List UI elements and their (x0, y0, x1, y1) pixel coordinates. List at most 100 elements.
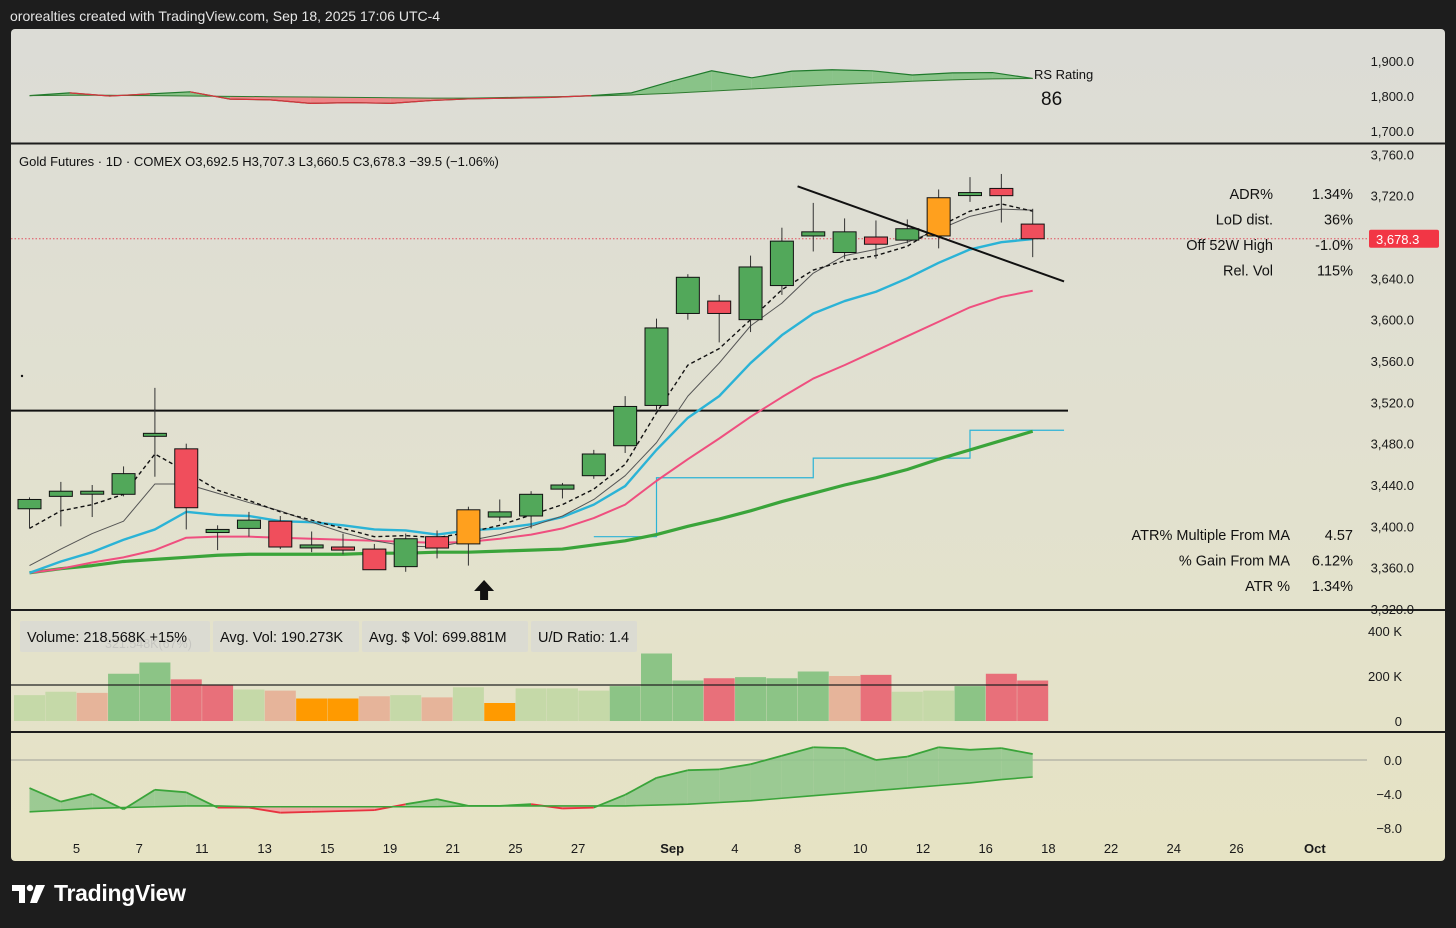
volume-bar (45, 691, 77, 721)
rs-line-below-segment (310, 102, 351, 104)
oscillator-line-segment (123, 788, 156, 811)
rs-fill-segment (390, 97, 431, 104)
ud-ratio-legend: U/D Ratio: 1.4 (538, 630, 629, 646)
candle-body (769, 240, 794, 287)
last-price-tag-text: 3,678.3 (1376, 232, 1419, 247)
price-axis-tick: 3,760.0 (1371, 147, 1414, 162)
last-price-tag (1369, 229, 1439, 248)
candle (895, 219, 920, 244)
oscillator-line-segment (781, 746, 814, 757)
volume-bar (546, 688, 578, 721)
oscillator-fill-segment (781, 747, 814, 799)
rs-line-below-segment (511, 96, 552, 99)
oscillator-line-segment (91, 793, 124, 811)
oscillator-line-segment (29, 787, 62, 803)
candle (456, 506, 481, 566)
time-axis-label: 18 (1041, 841, 1055, 856)
oscillator-fill-segment (719, 764, 751, 803)
candle-body (111, 473, 136, 495)
volume-bar (170, 679, 202, 721)
rs-line-below-segment (430, 98, 471, 102)
volume-axis-tick: 200 K (1368, 669, 1402, 684)
volume-bar (264, 690, 296, 721)
time-axis-label: 26 (1229, 841, 1243, 856)
oscillator-line-segment (813, 746, 845, 749)
time-axis-label: 4 (731, 841, 738, 856)
candle (174, 443, 199, 530)
rs-rating-label: RS Rating (1034, 67, 1093, 82)
oscillator-line-segment (938, 746, 971, 751)
rs-line-below-segment (189, 91, 231, 100)
stat-value: 1.34% (1312, 579, 1353, 595)
chart-frame[interactable]: RS Rating 86 1,900.0 1,800.0 1,700.0 Gold Fut… (11, 29, 1445, 861)
rs-fill-segment (310, 97, 351, 104)
volume-bar (76, 692, 108, 721)
rs-line-below-segment (551, 95, 592, 98)
volume-bar (233, 689, 265, 721)
time-axis-label: 19 (383, 841, 397, 856)
candle (832, 218, 857, 259)
volume-bar (891, 691, 923, 721)
avg-volume-legend: Avg. Vol: 190.273K (220, 630, 343, 646)
candle-body (205, 528, 230, 534)
candle-body (174, 448, 199, 509)
candle-body (675, 276, 700, 314)
volume-bar (515, 688, 547, 721)
rs-line-below-segment (350, 102, 391, 104)
ud-ratio-legend-box (531, 621, 637, 652)
candle-body (80, 490, 105, 495)
volume-bar (452, 687, 484, 721)
chart-svg[interactable]: RS Rating 86 1,900.0 1,800.0 1,700.0 Gold Fut… (11, 29, 1445, 861)
oscillator-line-segment (405, 798, 438, 806)
candle-body (832, 231, 857, 253)
candle (487, 499, 512, 522)
candle-body (393, 538, 418, 568)
candle-body (299, 544, 324, 549)
oscillator-line-segment (719, 763, 751, 771)
candle (1020, 208, 1045, 258)
stat-label: Rel. Vol (1223, 264, 1273, 280)
candle (863, 220, 888, 259)
oscillator-line-segment (1001, 747, 1033, 755)
volume-bar (954, 686, 986, 721)
candle (550, 482, 575, 499)
oscillator-line-segment (311, 810, 344, 813)
stat-label: Off 52W High (1186, 238, 1273, 254)
candle (707, 294, 732, 343)
time-axis-label: 16 (978, 841, 992, 856)
volume-bar (735, 677, 767, 721)
volume-bar (327, 698, 359, 721)
tradingview-logo[interactable]: TradingView (12, 880, 186, 907)
volume-bar (923, 690, 955, 721)
rs-fill-segment (872, 70, 913, 84)
volume-bar (484, 703, 516, 721)
time-axis-label: Oct (1304, 841, 1326, 856)
volume-bar (860, 674, 892, 721)
time-axis-label: 5 (73, 841, 80, 856)
oscillator-line-segment (624, 777, 657, 796)
candle (675, 274, 700, 320)
candle-body (268, 520, 293, 548)
candle-body (362, 548, 387, 571)
oscillator-line-segment (562, 806, 594, 810)
rs-fill-segment (350, 97, 391, 104)
candle (393, 533, 418, 572)
price-axis-tick: 3,440.0 (1371, 478, 1414, 493)
candle (111, 466, 136, 497)
candle (236, 511, 261, 537)
avg-volume-legend-box (213, 621, 359, 652)
price-axis-tick: 3,480.0 (1371, 437, 1414, 452)
volume-bar (202, 685, 234, 721)
oscillator-fill-segment (656, 770, 688, 806)
oscillator-line-segment (185, 791, 218, 809)
price-axis-tick: 3,600.0 (1371, 313, 1414, 328)
candle-body (707, 300, 732, 314)
candle (989, 173, 1014, 223)
candle-body (519, 493, 544, 517)
candle-body (550, 484, 575, 490)
volume-bar (985, 673, 1017, 721)
rs-fill-segment (711, 70, 752, 92)
rs-axis-tick: 1,700.0 (1371, 124, 1414, 139)
volume-bar (296, 698, 328, 721)
